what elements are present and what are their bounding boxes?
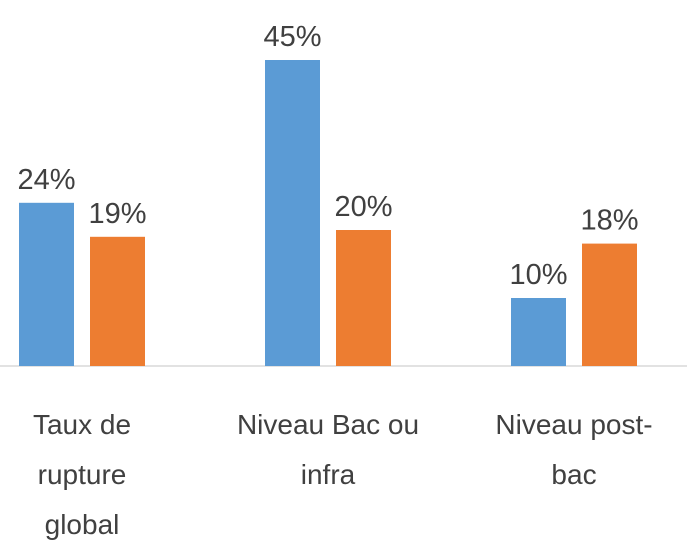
value-label: 19% — [88, 198, 146, 230]
category-label: Niveau post-bac — [495, 409, 653, 490]
category-label: Taux de rupture global — [32, 409, 132, 540]
value-label: 20% — [334, 191, 392, 223]
value-label: 45% — [263, 21, 321, 53]
bar — [511, 298, 566, 366]
value-label: 18% — [580, 205, 638, 237]
bar — [582, 243, 637, 366]
bar — [336, 230, 391, 366]
value-label: 24% — [17, 164, 75, 196]
category-label: Niveau Bac ou infra — [236, 409, 420, 490]
value-label: 10% — [509, 259, 567, 291]
bar — [265, 60, 320, 366]
bar — [90, 236, 145, 366]
bar — [19, 202, 74, 366]
